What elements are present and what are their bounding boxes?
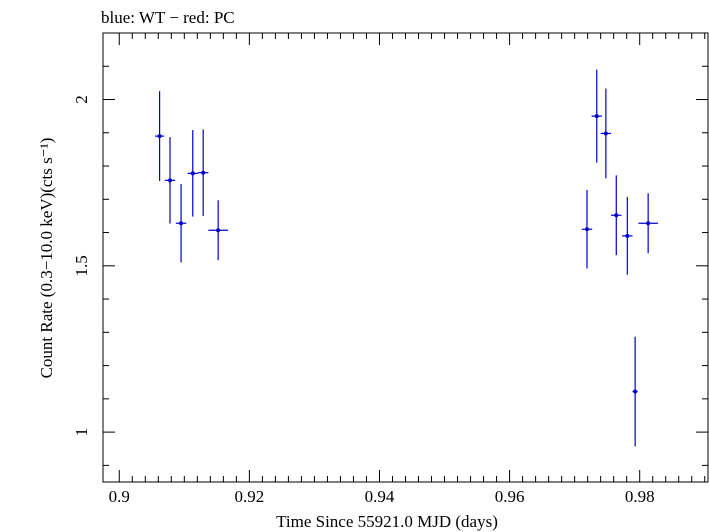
data-point-wt bbox=[175, 183, 187, 263]
y-axis: 11.52 bbox=[72, 32, 708, 466]
point-marker bbox=[168, 178, 173, 183]
point-marker bbox=[603, 131, 608, 136]
data-point-wt bbox=[164, 137, 176, 224]
point-marker bbox=[614, 213, 619, 218]
data-point-wt bbox=[187, 130, 198, 217]
y-tick-label: 2 bbox=[72, 95, 91, 104]
point-marker bbox=[594, 114, 599, 119]
point-marker bbox=[585, 227, 589, 232]
data-point-wt bbox=[155, 91, 165, 182]
data-point-wt bbox=[591, 69, 602, 163]
point-marker bbox=[157, 134, 162, 139]
data-points bbox=[155, 69, 658, 447]
x-axis: 0.9 0.92 0.94 0.96 0.98 bbox=[109, 33, 706, 506]
plot-frame bbox=[102, 32, 709, 483]
point-marker bbox=[216, 228, 221, 233]
x-tick-label: 0.92 bbox=[234, 487, 264, 506]
x-tick-label: 0.94 bbox=[365, 487, 395, 506]
x-axis-label: Time Since 55921.0 MJD (days) bbox=[276, 512, 498, 531]
y-tick-label: 1.5 bbox=[72, 255, 91, 276]
point-marker bbox=[201, 170, 206, 175]
y-axis-label: Count Rate (0.3−10.0 keV)(cts s⁻¹) bbox=[37, 138, 56, 379]
point-marker bbox=[179, 221, 184, 226]
point-marker bbox=[646, 221, 651, 226]
point-marker bbox=[190, 171, 195, 176]
x-tick-label: 0.96 bbox=[495, 487, 525, 506]
data-point-wt bbox=[622, 196, 633, 275]
data-point-wt bbox=[600, 88, 612, 179]
point-marker bbox=[633, 389, 638, 394]
data-point-wt bbox=[197, 129, 209, 216]
point-marker bbox=[625, 233, 630, 238]
data-point-wt bbox=[208, 200, 228, 261]
x-tick-label: 0.98 bbox=[625, 487, 655, 506]
chart-title: blue: WT − red: PC bbox=[101, 8, 235, 27]
data-point-wt bbox=[638, 193, 658, 254]
y-tick-label: 1 bbox=[72, 428, 91, 437]
data-point-wt bbox=[632, 336, 638, 447]
data-point-wt bbox=[611, 175, 622, 256]
data-point-wt bbox=[581, 189, 593, 269]
x-tick-label: 0.9 bbox=[109, 487, 130, 506]
